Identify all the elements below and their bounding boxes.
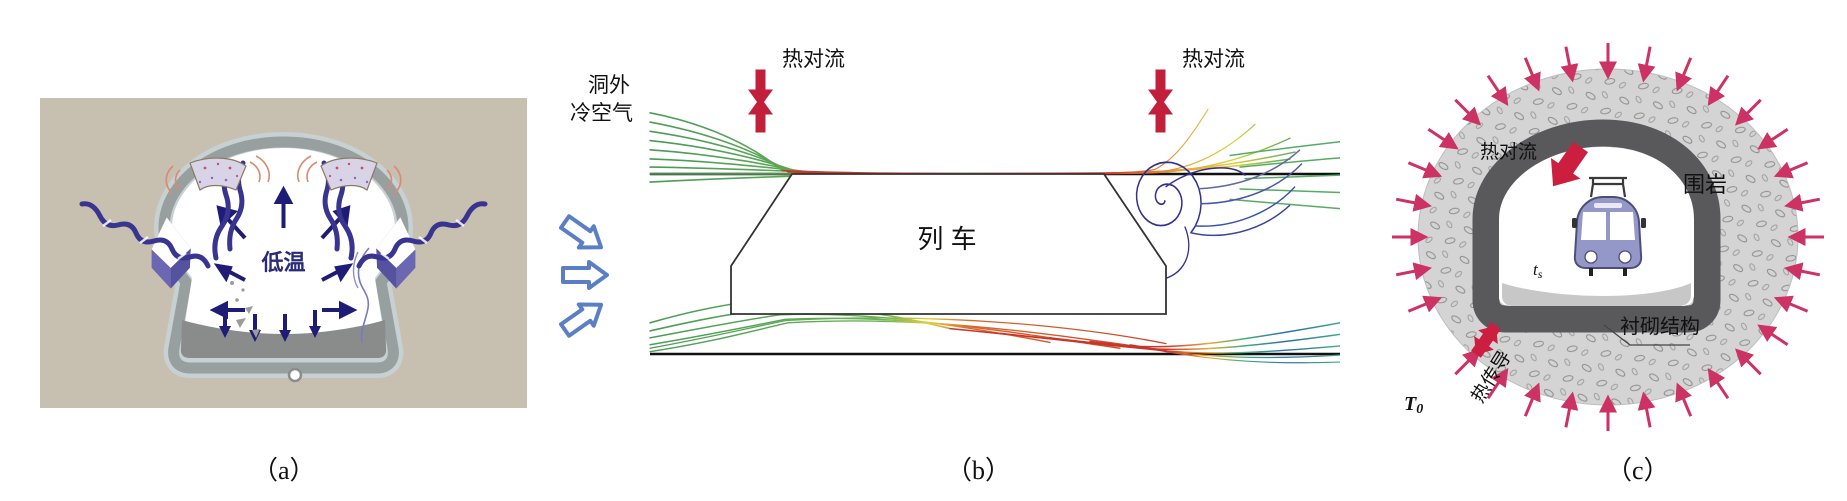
svg-text:T0: T0 xyxy=(1404,393,1423,417)
svg-text:衬砌结构: 衬砌结构 xyxy=(1620,315,1700,338)
svg-text:围岩: 围岩 xyxy=(1683,172,1727,197)
svg-text:热对流: 热对流 xyxy=(1480,141,1537,163)
svg-text:热对流: 热对流 xyxy=(1182,48,1245,71)
svg-text:低温: 低温 xyxy=(260,250,305,275)
svg-text:洞外: 洞外 xyxy=(588,74,630,97)
svg-text:冷空气: 冷空气 xyxy=(570,102,633,125)
svg-text:热对流: 热对流 xyxy=(782,48,845,71)
svg-text:列 车: 列 车 xyxy=(917,224,976,254)
